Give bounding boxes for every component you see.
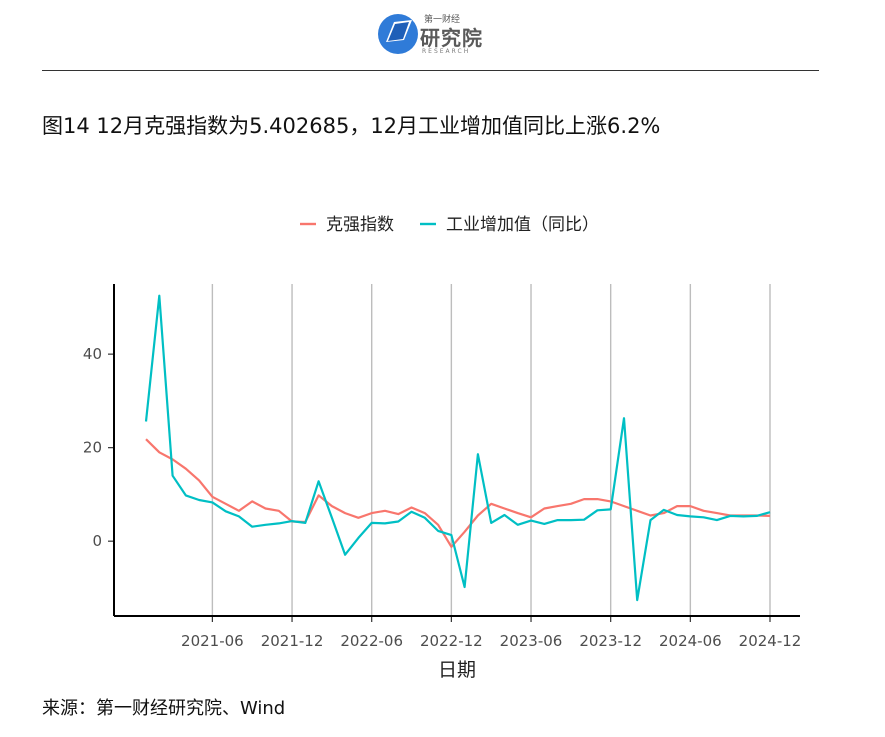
logo-emblem-icon <box>378 14 418 54</box>
series-line-1 <box>145 438 771 548</box>
x-tick-label-2023-06: 2023-06 <box>500 632 563 650</box>
legend-label-2: 工业增加值（同比） <box>446 215 599 235</box>
x-tick-label-2021-12: 2021-12 <box>261 632 324 650</box>
chart-series <box>144 294 771 602</box>
legend-label-1: 克强指数 <box>326 215 394 235</box>
x-tick-label-2024-06: 2024-06 <box>659 632 722 650</box>
chart-tick-labels: 2021-06 2021-12 2022-06 2022-12 2023-06 2023-… <box>83 345 801 681</box>
logo-text-sub: RESEARCH <box>422 48 471 55</box>
x-tick-label-2022-12: 2022-12 <box>420 632 483 650</box>
x-tick-label-2023-12: 2023-12 <box>579 632 642 650</box>
figure-title: 图14 12月克强指数为5.402685，12月工业增加值同比上涨6.2% <box>42 114 661 138</box>
chart-legend: 克强指数 工业增加值（同比） <box>300 215 599 235</box>
x-tick-label-2024-12: 2024-12 <box>739 632 802 650</box>
x-tick-label-2021-06: 2021-06 <box>181 632 244 650</box>
logo-text-main: 研究院 <box>420 26 483 50</box>
x-axis-title: 日期 <box>438 659 476 681</box>
y-tick-label-40: 40 <box>83 345 102 363</box>
logo: 第一财经 研究院 RESEARCH <box>376 8 496 60</box>
chart-grid <box>211 284 771 616</box>
source-note: 来源：第一财经研究院、Wind <box>42 698 286 719</box>
logo-text-top: 第一财经 <box>424 15 461 25</box>
chart-axes <box>108 284 800 622</box>
series-line-2 <box>144 294 771 602</box>
x-tick-label-2022-06: 2022-06 <box>340 632 403 650</box>
y-tick-label-0: 0 <box>92 532 102 550</box>
header-divider <box>42 70 819 71</box>
y-tick-label-20: 20 <box>83 439 102 457</box>
